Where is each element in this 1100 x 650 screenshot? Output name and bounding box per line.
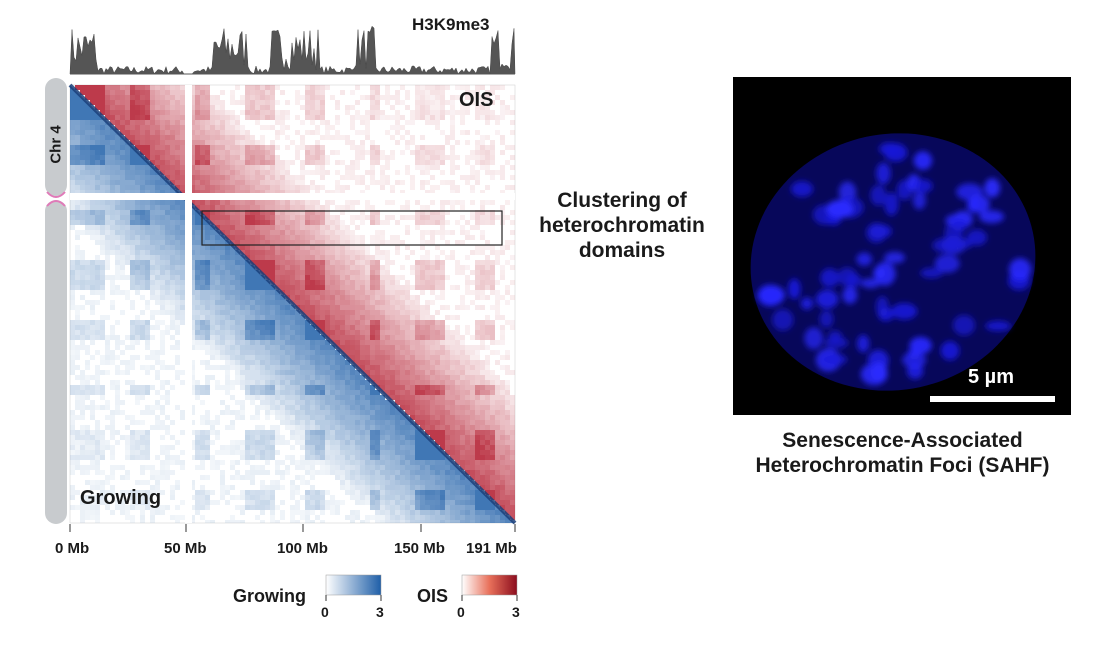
legend-ois-label: OIS	[417, 586, 449, 606]
legend-ois-colorbar	[461, 574, 518, 596]
legend-growing-min: 0	[321, 604, 329, 620]
chromosome-label: Chr 4	[47, 125, 65, 164]
chromosome-ideogram	[45, 78, 67, 524]
legend	[325, 574, 518, 601]
clustering-highlight-box	[201, 210, 503, 246]
centromere-gap-vertical	[185, 85, 192, 523]
legend-growing-colorbar	[325, 574, 382, 596]
microscopy-image	[733, 77, 1071, 415]
chromosome-q-arm	[45, 200, 67, 524]
track-label: H3K9me3	[412, 15, 490, 34]
legend-growing-max: 3	[376, 604, 384, 620]
h3k9me3-track	[69, 25, 516, 75]
annotation-line-2: heterochromatin	[539, 214, 705, 237]
hic-map	[68, 83, 517, 525]
x-tick-label-0: 0 Mb	[55, 540, 90, 557]
x-axis	[69, 524, 516, 532]
centromere	[46, 191, 66, 207]
chromosome-p-arm	[45, 78, 67, 196]
annotation-line-1: Clustering of	[557, 189, 687, 212]
ois-label: OIS	[459, 89, 494, 111]
h3k9me3-signal	[69, 25, 516, 75]
legend-ois-max: 3	[512, 604, 520, 620]
scale-bar	[930, 396, 1055, 402]
microscopy-caption-line-1: Senescence-Associated	[782, 429, 1023, 452]
annotation-text: Clustering of heterochromatin domains	[522, 188, 722, 263]
x-tick-label-50: 50 Mb	[164, 540, 207, 557]
x-tick-label-150: 150 Mb	[394, 540, 445, 557]
legend-ois-min: 0	[457, 604, 465, 620]
legend-growing-label: Growing	[233, 586, 306, 606]
microscopy-caption-line-2: Heterochromatin Foci (SAHF)	[755, 454, 1050, 477]
x-tick-label-100: 100 Mb	[277, 540, 328, 557]
hic-diagonal	[68, 83, 517, 525]
sahf-foci	[756, 142, 1032, 386]
annotation-line-3: domains	[578, 239, 666, 262]
hic-growing-triangle	[70, 85, 515, 523]
microscopy-caption: Senescence-Associated Heterochromatin Fo…	[715, 428, 1090, 478]
x-tick-label-191: 191 Mb	[466, 540, 517, 557]
growing-label: Growing	[80, 487, 162, 509]
hic-ois-triangle	[75, 85, 515, 520]
centromere-gap-horizontal	[70, 193, 515, 200]
scale-bar-label: 5 µm	[968, 366, 1014, 388]
